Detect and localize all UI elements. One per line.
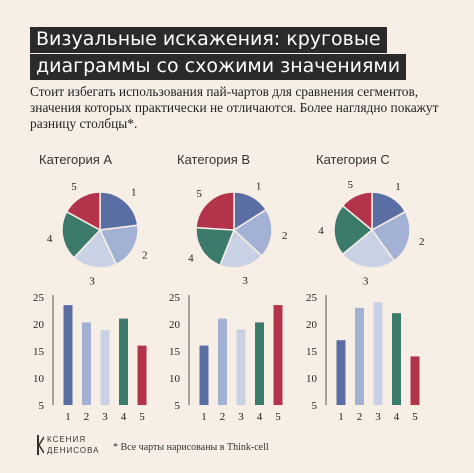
y-tick-label: 5 (39, 400, 45, 412)
bar (100, 329, 110, 405)
bar (63, 305, 73, 405)
pie-slice (341, 191, 373, 232)
pie-slice (341, 228, 396, 269)
pie-slice (99, 191, 139, 231)
pie-slice-label: 2 (282, 230, 288, 242)
category-title-2: Категория B (177, 152, 250, 167)
pie-slice-label: 2 (419, 236, 425, 248)
x-tick-label: 3 (238, 411, 244, 423)
bar (236, 329, 246, 405)
x-tick-label: 5 (275, 411, 281, 423)
page-title-line-1: Визуальные искажения: круговые (30, 27, 387, 53)
pie-slice-label: 4 (188, 252, 194, 264)
y-tick-label: 15 (169, 346, 181, 358)
y-tick-label: 5 (175, 400, 181, 412)
y-tick-label: 10 (33, 373, 45, 385)
intro-text: Стоит избегать использования пай-чартов … (30, 84, 439, 131)
pie-slice-label: 3 (89, 275, 95, 287)
pie-slice-label: 3 (363, 276, 369, 288)
x-tick-label: 2 (220, 411, 226, 423)
category-title-3: Категория C (316, 152, 390, 167)
bar (255, 322, 264, 405)
pie-slice (61, 210, 102, 259)
y-tick-label: 10 (169, 373, 181, 385)
x-tick-label: 3 (102, 411, 108, 423)
pie-slice-label: 5 (71, 181, 77, 193)
x-tick-label: 4 (257, 411, 263, 423)
bar (336, 340, 346, 405)
y-tick-label: 20 (33, 319, 45, 331)
bar (373, 302, 383, 405)
pie-slice (232, 208, 273, 258)
bar (82, 322, 91, 405)
bar (355, 307, 364, 405)
pie-slice-label: 1 (256, 180, 262, 192)
x-tick-label: 2 (84, 411, 90, 423)
bar (410, 356, 420, 405)
pie-slice-label: 1 (395, 181, 401, 193)
bar (199, 345, 209, 405)
category-title-1: Категория A (39, 152, 112, 167)
x-tick-label: 1 (201, 411, 207, 423)
brand-line-1: КСЕНИЯ (47, 435, 86, 444)
pie-slice (98, 224, 139, 266)
x-tick-label: 2 (357, 411, 363, 423)
bar (392, 313, 401, 405)
pie-slice (195, 226, 236, 267)
y-tick-label: 25 (169, 292, 181, 304)
x-tick-label: 3 (375, 411, 381, 423)
y-tick-label: 10 (306, 373, 318, 385)
y-tick-label: 20 (169, 319, 181, 331)
brand-logo-icon (37, 435, 44, 455)
brand-name: КСЕНИЯ ДЕНИСОВА (47, 434, 100, 456)
y-tick-label: 15 (306, 346, 318, 358)
pie-slice-label: 4 (318, 225, 324, 237)
brand-line-2: ДЕНИСОВА (47, 446, 100, 455)
pie-slice-label: 2 (142, 250, 148, 262)
y-tick-label: 20 (306, 319, 318, 331)
x-tick-label: 1 (338, 411, 344, 423)
pie-slice (195, 191, 235, 231)
y-tick-label: 5 (312, 400, 318, 412)
y-tick-label: 15 (33, 346, 45, 358)
page-title-line-2: диаграммы со схожими значениями (30, 54, 407, 80)
y-tick-label: 25 (306, 292, 318, 304)
bar (218, 318, 227, 405)
pie-slice (65, 191, 101, 232)
pie-slice-label: 1 (131, 187, 137, 199)
bar (137, 345, 147, 405)
pie-slice-label: 4 (47, 233, 53, 245)
pie-slice (333, 204, 374, 256)
pie-slice (72, 228, 118, 269)
x-tick-label: 5 (412, 411, 418, 423)
x-tick-label: 4 (394, 411, 400, 423)
bar (119, 318, 128, 405)
pie-slice (370, 210, 411, 262)
y-tick-label: 25 (33, 292, 45, 304)
footnote: * Все чарты нарисованы в Think-cell (113, 442, 269, 453)
x-tick-label: 4 (121, 411, 127, 423)
pie-slice-label: 3 (242, 275, 248, 287)
x-tick-label: 1 (65, 411, 71, 423)
pie-slice-label: 5 (348, 179, 354, 191)
pie-slice-label: 5 (196, 188, 202, 200)
x-tick-label: 5 (139, 411, 145, 423)
bar (273, 305, 283, 405)
